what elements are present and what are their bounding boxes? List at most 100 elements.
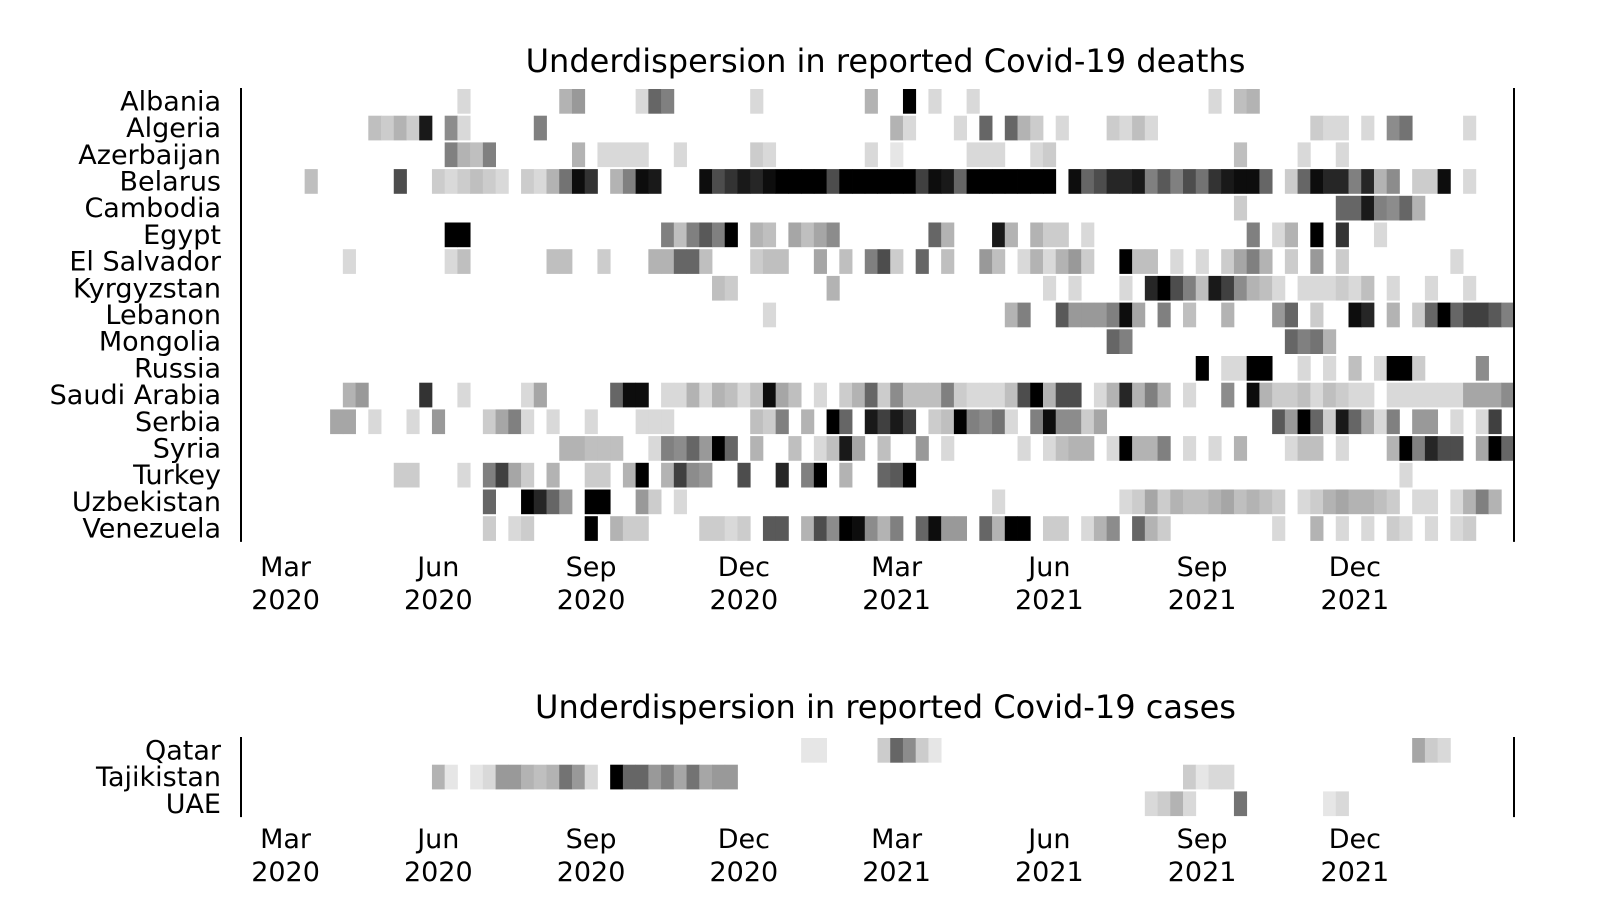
deaths-heatmap-cell [521,169,535,194]
deaths-heatmap-cell [1310,249,1324,274]
deaths-row-label: Saudi Arabia [50,380,221,411]
deaths-heatmap-cell [813,436,827,461]
deaths-heatmap-cell [1106,329,1120,354]
deaths-heatmap-cell [953,169,968,194]
deaths-heatmap-cell [1310,436,1324,461]
deaths-heatmap-cell [1386,169,1400,194]
deaths-heatmap-cell [1297,382,1311,408]
deaths-heatmap-cell [979,169,993,194]
deaths-heatmap-cell [877,436,891,461]
deaths-heatmap-cell [1488,489,1502,515]
deaths-heatmap-cell [661,462,675,488]
cases-heatmap-cell [559,764,573,790]
cases-heatmap-cell [521,764,535,790]
deaths-heatmap-cell [1119,382,1133,408]
deaths-heatmap-cell [915,382,929,408]
deaths-heatmap-cell [648,436,662,461]
deaths-heatmap-cell [661,89,675,114]
cases-heatmap-cell [495,764,509,790]
deaths-heatmap-cell [1361,409,1375,435]
deaths-heatmap-cell [1284,169,1298,194]
deaths-heatmap-cell [890,516,904,541]
deaths-heatmap-cell [444,115,458,141]
deaths-heatmap-cell [635,169,649,194]
cases-heatmap-cell [1157,791,1171,817]
deaths-heatmap-cell [1119,302,1133,328]
deaths-heatmap-cell [1488,382,1502,408]
deaths-heatmap-cell [826,222,840,248]
deaths-heatmap-cell [839,382,853,408]
cases-x-tick-year: 2020 [557,857,626,888]
cases-heatmap-cell [902,738,917,763]
cases-heatmap-cell [1221,764,1235,790]
deaths-heatmap-cell [1183,489,1197,515]
deaths-heatmap-cell [673,382,687,408]
deaths-heatmap-cell [1144,249,1158,274]
deaths-heatmap-cell [635,462,649,488]
deaths-heatmap-cell [1195,275,1209,301]
deaths-heatmap-cell [1475,489,1489,515]
deaths-heatmap-cell [622,516,637,541]
deaths-heatmap-cell [1030,222,1044,248]
deaths-heatmap-cell [1157,382,1171,408]
deaths-heatmap-cell [419,115,433,141]
cases-heatmap-cell [1412,738,1426,763]
deaths-heatmap-cell [533,115,547,141]
cases-x-tick-month: Mar [260,824,312,855]
deaths-heatmap-cell [813,169,827,194]
deaths-heatmap-cell [368,409,382,435]
deaths-heatmap-cell [890,382,904,408]
deaths-heatmap-cell [495,409,509,435]
deaths-heatmap-cell [1450,489,1464,515]
deaths-heatmap-cell [801,169,815,194]
deaths-heatmap-cell [1132,489,1146,515]
deaths-heatmap-cell [1399,516,1413,541]
deaths-heatmap-cell [1106,169,1120,194]
deaths-heatmap-cell [1361,302,1375,328]
deaths-x-tick-year: 2021 [1015,585,1084,616]
deaths-heatmap-cell [1144,382,1158,408]
cases-x-tick-year: 2020 [709,857,778,888]
deaths-heatmap-cell [1132,436,1146,461]
cases-x-tick-month: Jun [415,824,459,855]
deaths-heatmap-cell [1386,195,1400,221]
cases-heatmap-cell [635,764,649,790]
deaths-heatmap-cell [1437,382,1451,408]
cases-heatmap-cell [470,764,484,790]
deaths-heatmap-cell [1373,489,1388,515]
deaths-heatmap-cell [1042,436,1057,461]
deaths-heatmap-cell [1259,356,1273,381]
deaths-heatmap-cell [788,436,802,461]
deaths-heatmap-cell [1272,275,1286,301]
deaths-heatmap-cell [992,409,1006,435]
deaths-heatmap-cell [750,222,764,248]
deaths-heatmap-cell [852,382,866,408]
deaths-heatmap-cell [1042,169,1057,194]
deaths-heatmap-cell [470,142,484,168]
deaths-heatmap-cell [1361,489,1375,515]
deaths-heatmap-cell [1004,516,1018,541]
deaths-heatmap-cell [1068,409,1082,435]
deaths-heatmap-cell [1183,169,1197,194]
cases-x-tick-month: Dec [1329,824,1381,855]
deaths-heatmap-cell [1132,516,1146,541]
cases-x-tick-year: 2021 [1015,857,1084,888]
deaths-heatmap-cell [393,462,407,488]
cases-x-tick-year: 2021 [1321,857,1390,888]
deaths-heatmap-cell [597,462,611,488]
deaths-heatmap-cell [1335,489,1349,515]
deaths-heatmap-cell [941,409,955,435]
deaths-heatmap-cell [635,382,649,408]
deaths-heatmap-cell [966,89,980,114]
deaths-heatmap-cell [1017,302,1031,328]
cases-x-tick-month: Sep [1177,824,1228,855]
deaths-heatmap-cell [1132,382,1146,408]
deaths-heatmap-cell [839,409,853,435]
deaths-heatmap-cell [1221,489,1235,515]
deaths-heatmap-cell [775,382,789,408]
deaths-heatmap-cell [1437,169,1451,194]
deaths-heatmap-cell [813,382,827,408]
deaths-heatmap-cell [992,489,1006,515]
deaths-heatmap-cell [1055,222,1069,248]
